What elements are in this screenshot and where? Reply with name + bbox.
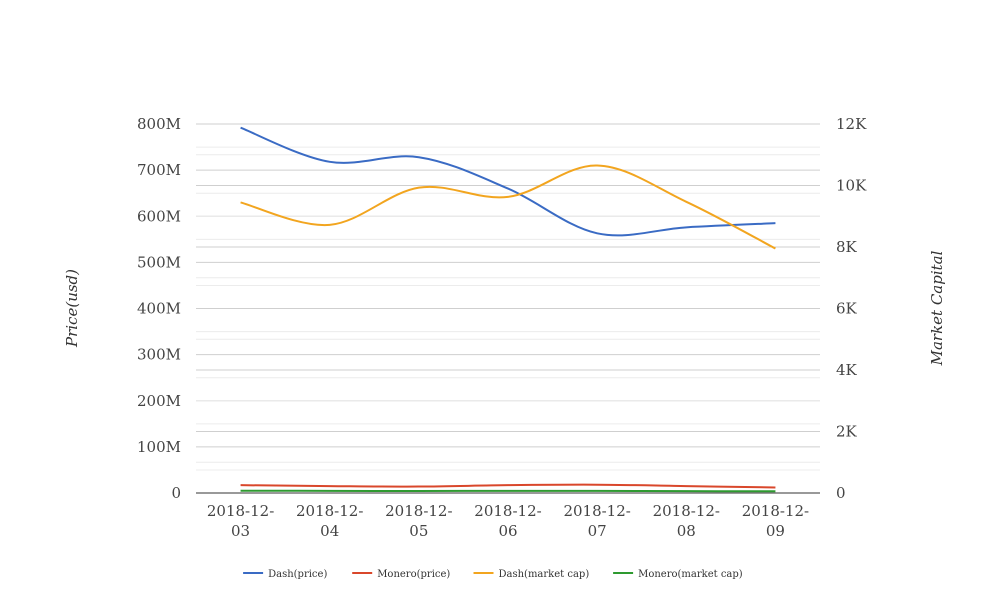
y-right-tick-label: 0 xyxy=(836,484,846,502)
y-right-tick-label: 4K xyxy=(836,361,858,379)
y-axis-left-title: Price(usd) xyxy=(63,269,81,348)
x-tick-label: 2018-12- 08 xyxy=(653,502,720,540)
legend-label: Monero(price) xyxy=(377,569,450,580)
grid-lines xyxy=(196,123,820,471)
x-tick-label-line: 08 xyxy=(677,522,696,540)
legend-item-dash-market-cap: Dash(market cap) xyxy=(473,569,590,580)
x-tick-label-line: 09 xyxy=(766,522,785,540)
series-line-monero-price xyxy=(240,483,776,489)
y-left-tick-label: 300M xyxy=(137,346,181,364)
legend-item-monero-market-cap: Monero(market cap) xyxy=(613,569,743,580)
x-tick-label-line: 07 xyxy=(588,522,607,540)
y-left-tick-label: 500M xyxy=(137,253,181,271)
x-tick-label-line: 06 xyxy=(498,522,517,540)
x-tick-label: 2018-12- 07 xyxy=(563,502,630,540)
x-tick-label-line: 04 xyxy=(320,522,339,540)
x-tick-label-line: 2018-12- xyxy=(563,502,630,520)
series-lines xyxy=(240,126,776,493)
x-tick-label-line: 2018-12- xyxy=(296,502,363,520)
y-axis-right-title: Market Capital xyxy=(928,250,946,366)
y-right-tick-label: 10K xyxy=(836,177,867,195)
y-left-tick-label: 100M xyxy=(137,438,181,456)
y-right-tick-label: 12K xyxy=(836,115,867,133)
y-right-tick-label: 2K xyxy=(836,423,858,441)
x-tick-label-line: 2018-12- xyxy=(207,502,274,520)
x-tick-label: 2018-12- 03 xyxy=(207,502,274,540)
x-tick-label-line: 2018-12- xyxy=(385,502,452,520)
y-left-tick-label: 600M xyxy=(137,207,181,225)
series-line-dash-market-cap xyxy=(240,164,776,250)
x-tick-label-line: 03 xyxy=(231,522,250,540)
x-tick-label-line: 2018-12- xyxy=(474,502,541,520)
y-left-tick-label: 400M xyxy=(137,300,181,318)
y-right-tick-label: 8K xyxy=(836,238,858,256)
y-right-tick-label: 6K xyxy=(836,300,858,318)
x-tick-label: 2018-12- 04 xyxy=(296,502,363,540)
x-tick-label: 2018-12- 05 xyxy=(385,502,452,540)
x-tick-label-line: 05 xyxy=(409,522,428,540)
y-left-tick-label: 800M xyxy=(137,115,181,133)
legend-item-monero-price: Monero(price) xyxy=(352,569,450,580)
axes: 0 100M 200M 300M 400M 500M 600M 700M 800M 0 2K 4K 6K… xyxy=(137,115,867,540)
x-tick-label-line: 2018-12- xyxy=(742,502,809,520)
x-tick-label: 2018-12- 06 xyxy=(474,502,541,540)
legend-item-dash-price: Dash(price) xyxy=(243,569,327,580)
y-left-tick-label: 700M xyxy=(137,161,181,179)
legend: Dash(price) Monero(price) Dash(market cap)… xyxy=(243,569,743,580)
legend-label: Dash(market cap) xyxy=(499,569,590,580)
y-left-tick-label: 200M xyxy=(137,392,181,410)
series-line-monero-market-cap xyxy=(240,489,776,493)
legend-label: Dash(price) xyxy=(268,569,327,580)
series-line-dash-price xyxy=(240,126,776,237)
x-tick-label-line: 2018-12- xyxy=(653,502,720,520)
x-tick-label: 2018-12- 09 xyxy=(742,502,809,540)
legend-label: Monero(market cap) xyxy=(638,569,743,580)
y-left-tick-label: 0 xyxy=(171,484,181,502)
